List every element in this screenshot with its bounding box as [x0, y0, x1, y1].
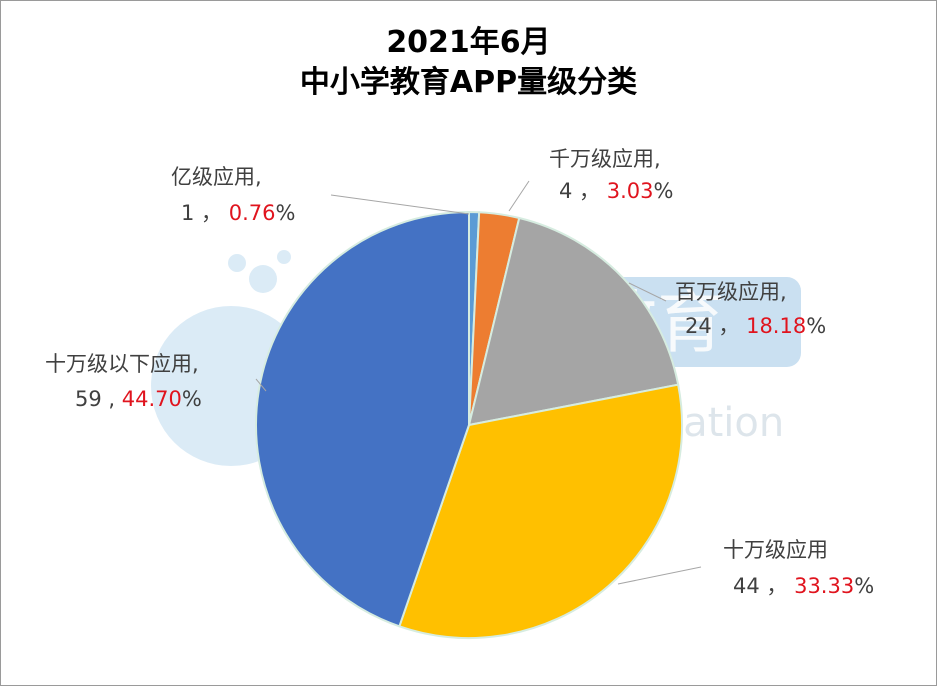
leader-lines	[255, 180, 702, 585]
slice-label-name: 十万级应用	[723, 538, 828, 562]
chart-title-line2: 中小学教育APP量级分类	[299, 65, 638, 100]
chart-title-line1: 2021年6月	[386, 25, 551, 60]
watermark-drop-small	[228, 254, 246, 272]
slice-label-value: 59 , 44.70%	[75, 387, 202, 411]
leader-line	[508, 180, 530, 212]
watermark-drop	[249, 265, 277, 293]
pie-slice	[398, 383, 683, 639]
watermark-drop-tiny	[277, 250, 291, 264]
leader-line	[628, 282, 667, 302]
pie-slice	[255, 210, 470, 628]
data-labels: 亿级应用, 1 ， 0.76% 千万级应用, 4 ， 3.03% 百万级应用, 24 ， …	[45, 147, 874, 598]
slice-label-name: 十万级以下应用,	[45, 352, 199, 376]
pie-slice	[467, 216, 680, 427]
slice-label-value: 24 ， 18.18%	[685, 314, 826, 338]
pie-slices	[255, 210, 683, 639]
leader-line	[255, 378, 267, 392]
slice-label-name: 亿级应用,	[171, 165, 262, 189]
slice-label-value: 44 ， 33.33%	[733, 574, 874, 598]
leader-line	[330, 194, 470, 215]
slice-label-value: 4 ， 3.03%	[559, 179, 673, 203]
slice-label-name: 百万级应用,	[675, 280, 787, 304]
leader-line	[617, 566, 702, 585]
slice-label-name: 千万级应用,	[549, 147, 661, 171]
slice-label-value: 1 ， 0.76%	[181, 201, 295, 225]
